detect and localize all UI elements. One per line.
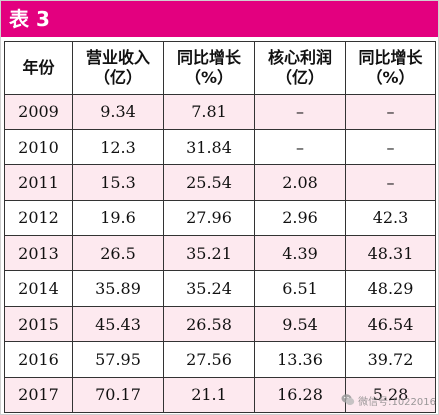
cell-revenue: 9.34 [72, 93, 164, 130]
column-header-revenue-growth: 同比增长 （%） [163, 41, 255, 95]
cell-year: 2010 [4, 128, 73, 166]
cell-year: 2015 [4, 305, 73, 343]
table-row: 2017 70.17 21.1 16.28 5.28 [4, 376, 436, 414]
data-table: 年份 营业收入 （亿） 同比增长 （%） 核心利润 （亿） 同比增长 （%） 2009 9… [4, 41, 436, 414]
cell-revenue-growth: 35.24 [163, 270, 255, 307]
cell-core-profit: 4.39 [254, 235, 346, 272]
cell-revenue-growth: 7.81 [163, 93, 255, 130]
cell-core-profit: 16.28 [254, 376, 346, 414]
column-header-year: 年份 [4, 41, 73, 95]
cell-revenue: 57.95 [72, 341, 164, 378]
cell-revenue: 26.5 [72, 235, 164, 272]
cell-year: 2012 [4, 199, 73, 237]
cell-core-profit: 2.08 [254, 164, 346, 201]
cell-profit-growth: 46.54 [345, 305, 436, 343]
cell-revenue-growth: 25.54 [163, 164, 255, 201]
cell-year: 2016 [4, 341, 73, 378]
cell-revenue: 19.6 [72, 199, 164, 237]
column-header-revenue: 营业收入 （亿） [72, 41, 164, 95]
cell-revenue: 45.43 [72, 305, 164, 343]
cell-profit-growth: 42.3 [345, 199, 436, 237]
table-row: 2013 26.5 35.21 4.39 48.31 [4, 235, 436, 272]
cell-core-profit: 13.36 [254, 341, 346, 378]
table-row: 2015 45.43 26.58 9.54 46.54 [4, 305, 436, 343]
cell-revenue-growth: 35.21 [163, 235, 255, 272]
cell-revenue-growth: 27.96 [163, 199, 255, 237]
cell-profit-growth: 48.31 [345, 235, 436, 272]
cell-core-profit: – [254, 93, 346, 130]
cell-year: 2017 [4, 376, 73, 414]
cell-year: 2014 [4, 270, 73, 307]
cell-profit-growth: – [345, 128, 436, 166]
cell-core-profit: 9.54 [254, 305, 346, 343]
cell-core-profit: 2.96 [254, 199, 346, 237]
table-header-row: 年份 营业收入 （亿） 同比增长 （%） 核心利润 （亿） 同比增长 （%） [4, 41, 436, 95]
cell-revenue-growth: 26.58 [163, 305, 255, 343]
column-header-profit-growth: 同比增长 （%） [345, 41, 436, 95]
cell-profit-growth: – [345, 93, 436, 130]
table-row: 2010 12.3 31.84– – [4, 128, 436, 166]
table-row: 2016 57.95 27.56 13.36 39.72 [4, 341, 436, 378]
cell-year: 2011 [4, 164, 73, 201]
cell-revenue: 35.89 [72, 270, 164, 307]
cell-revenue-growth: 27.56 [163, 341, 255, 378]
cell-revenue: 15.3 [72, 164, 164, 201]
cell-revenue-growth: 21.1 [163, 376, 255, 414]
table-row: 2012 19.6 27.96 2.96 42.3 [4, 199, 436, 237]
cell-profit-growth: 39.72 [345, 341, 436, 378]
cell-revenue: 12.3 [72, 128, 164, 166]
cell-profit-growth: – [345, 164, 436, 201]
cell-profit-growth: 48.29 [345, 270, 436, 307]
table-row: 2014 35.89 35.24 6.51 48.29 [4, 270, 436, 307]
cell-year: 2013 [4, 235, 73, 272]
cell-year: 2009 [4, 93, 73, 130]
table-row: 2011 15.3 25.54 2.08– [4, 164, 436, 201]
cell-profit-growth: 5.28 [345, 376, 436, 414]
table-title: 表 3 [1, 1, 438, 37]
table-body: 2009 9.34 7.81– –2010 12.3 31.84– –2011 15.3 25.… [4, 93, 436, 414]
table-row: 2009 9.34 7.81– – [4, 93, 436, 130]
cell-revenue-growth: 31.84 [163, 128, 255, 166]
cell-core-profit: 6.51 [254, 270, 346, 307]
cell-core-profit: – [254, 128, 346, 166]
cell-revenue: 70.17 [72, 376, 164, 414]
column-header-core-profit: 核心利润 （亿） [254, 41, 346, 95]
